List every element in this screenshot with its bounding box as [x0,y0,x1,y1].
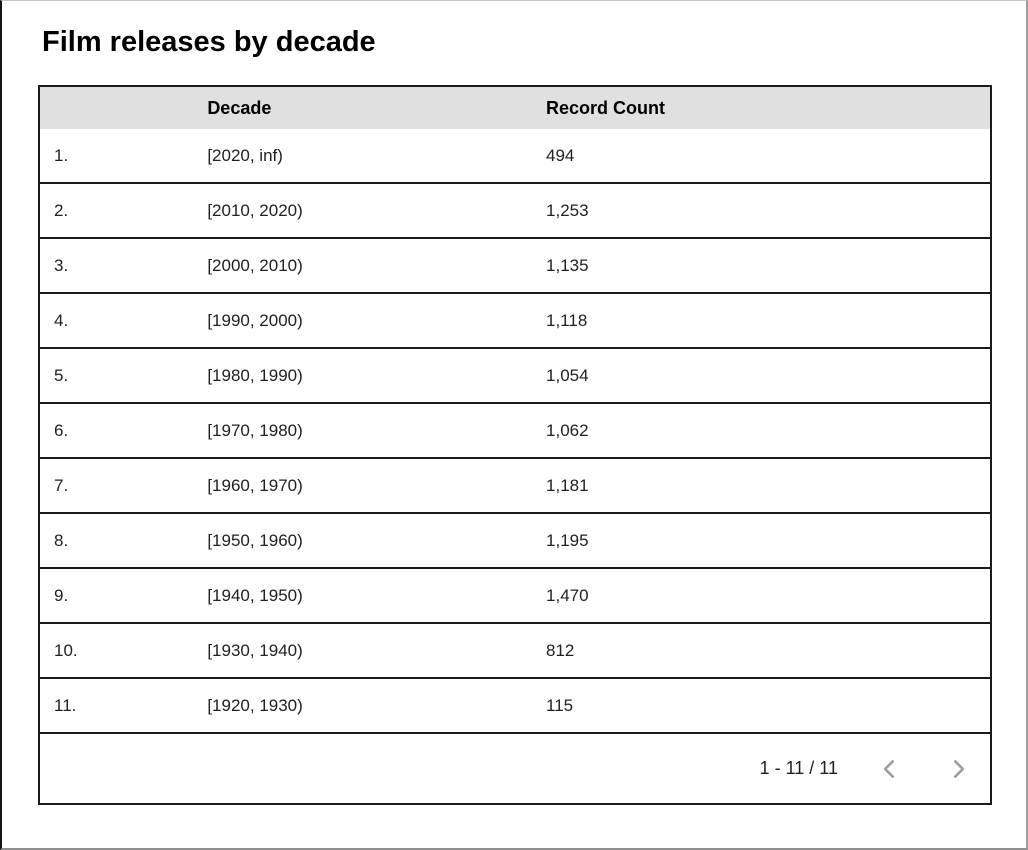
table-header: Decade Record Count [39,86,991,129]
cell-count: 1,135 [530,237,991,293]
chevron-right-icon [945,756,971,782]
table-row: 11. [1920, 1930) 115 [39,677,991,733]
cell-decade: [1970, 1980) [191,402,531,458]
cell-count: 1,181 [530,457,991,513]
pagination: 1 - 11 / 11 [40,749,990,789]
cell-count: 1,195 [530,512,991,568]
row-index: 10. [39,622,192,678]
cell-count: 812 [530,622,991,678]
cell-count: 1,470 [530,567,991,623]
prev-page-button[interactable] [870,749,910,789]
table-row: 4. [1990, 2000) 1,118 [39,292,991,348]
page-range-label: 1 - 11 / 11 [759,758,838,778]
header-index [39,86,192,129]
header-record-count[interactable]: Record Count [530,86,991,129]
data-table: Decade Record Count 1. [2020, inf) 494 2… [38,85,992,805]
row-index: 8. [39,512,192,568]
table-widget: Decade Record Count 1. [2020, inf) 494 2… [38,85,992,805]
cell-count: 1,253 [530,182,991,238]
chevron-left-icon [877,756,903,782]
cell-count: 115 [530,677,991,733]
row-index: 2. [39,182,192,238]
cell-count: 1,062 [530,402,991,458]
row-index: 3. [39,237,192,293]
cell-decade: [2000, 2010) [191,237,531,293]
table-row: 9. [1940, 1950) 1,470 [39,567,991,623]
table-body: 1. [2020, inf) 494 2. [2010, 2020) 1,253… [39,129,991,733]
row-index: 9. [39,567,192,623]
cell-decade: [1920, 1930) [191,677,531,733]
row-index: 7. [39,457,192,513]
page-title: Film releases by decade [42,26,376,58]
table-footer: 1 - 11 / 11 [39,732,991,804]
header-decade[interactable]: Decade [191,86,531,129]
footer-row: 1 - 11 / 11 [39,732,991,804]
row-index: 6. [39,402,192,458]
cell-decade: [1950, 1960) [191,512,531,568]
table-row: 8. [1950, 1960) 1,195 [39,512,991,568]
next-page-button[interactable] [938,749,978,789]
table-row: 2. [2010, 2020) 1,253 [39,182,991,238]
table-row: 10. [1930, 1940) 812 [39,622,991,678]
cell-decade: [1940, 1950) [191,567,531,623]
row-index: 5. [39,347,192,403]
row-index: 4. [39,292,192,348]
cell-decade: [2010, 2020) [191,182,531,238]
table-row: 6. [1970, 1980) 1,062 [39,402,991,458]
table-row: 3. [2000, 2010) 1,135 [39,237,991,293]
cell-decade: [1930, 1940) [191,622,531,678]
header-row: Decade Record Count [39,86,991,129]
table-row: 7. [1960, 1970) 1,181 [39,457,991,513]
cell-decade: [1990, 2000) [191,292,531,348]
cell-count: 1,118 [530,292,991,348]
table-row: 5. [1980, 1990) 1,054 [39,347,991,403]
cell-decade: [1960, 1970) [191,457,531,513]
cell-count: 494 [530,129,991,183]
cell-decade: [1980, 1990) [191,347,531,403]
cell-count: 1,054 [530,347,991,403]
row-index: 1. [39,129,192,183]
cell-decade: [2020, inf) [191,129,531,183]
row-index: 11. [39,677,192,733]
table-row: 1. [2020, inf) 494 [39,129,991,183]
